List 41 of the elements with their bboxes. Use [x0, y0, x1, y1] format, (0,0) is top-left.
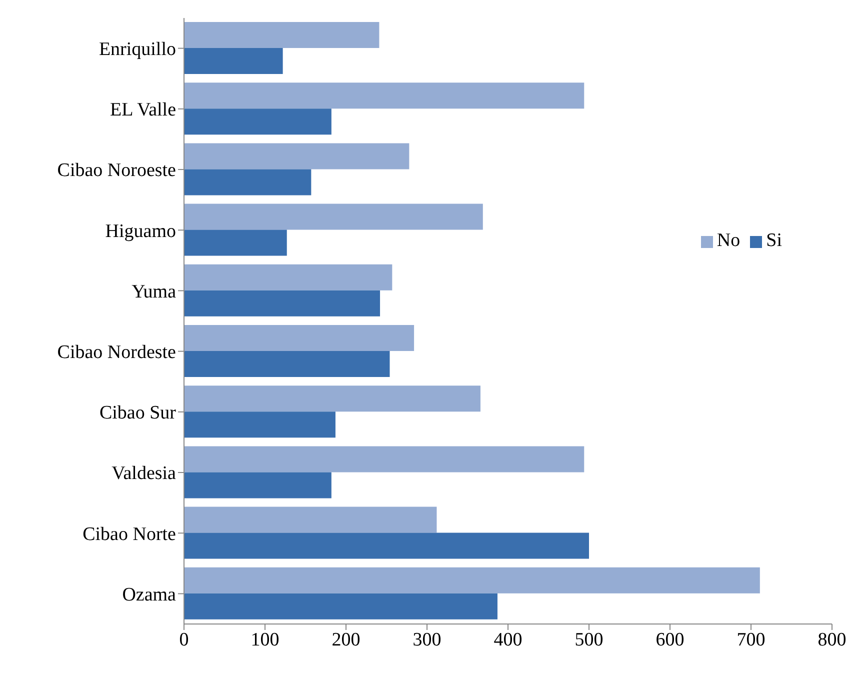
bar: [184, 143, 410, 170]
bar: [184, 22, 380, 48]
bar: [184, 506, 437, 533]
bar: [184, 446, 584, 472]
bar: [184, 108, 332, 135]
x-tick-label: 800: [818, 629, 846, 650]
y-tick-label: Enriquillo: [98, 39, 176, 60]
bar: [184, 593, 498, 620]
y-tick-label: Higuamo: [105, 220, 176, 242]
y-tick-label: Cibao Sur: [99, 402, 177, 424]
y-tick-label: Yuma: [132, 281, 177, 302]
bar: [184, 48, 283, 74]
bar: [184, 325, 414, 351]
bar: [184, 82, 584, 109]
x-tick-label: 0: [179, 629, 189, 650]
legend-label: Si: [766, 230, 782, 251]
x-tick-label: 200: [332, 629, 360, 650]
bar: [184, 204, 483, 230]
bar: [184, 386, 480, 412]
x-tick-label: 100: [250, 629, 280, 650]
y-tick-label: Cibao Nordeste: [57, 342, 176, 364]
legend-label: No: [716, 230, 740, 251]
bar: [184, 567, 760, 594]
bar: [184, 532, 589, 559]
y-tick-label: Cibao Norte: [82, 524, 176, 545]
y-tick-label: Ozama: [122, 584, 177, 606]
y-tick-label: Cibao Noroeste: [57, 160, 176, 182]
bar: [184, 230, 287, 256]
bar: [184, 169, 312, 196]
bar: [184, 351, 390, 377]
x-tick-label: 400: [494, 629, 522, 650]
y-tick-label: EL Valle: [110, 100, 176, 121]
x-tick-label: 300: [412, 629, 442, 650]
y-tick-label: Valdesia: [112, 463, 177, 484]
bar: [184, 290, 380, 316]
x-tick-label: 500: [574, 629, 604, 650]
bar: [184, 472, 332, 498]
x-tick-label: 600: [656, 629, 684, 650]
bar: [184, 264, 392, 290]
bar: [184, 412, 336, 438]
x-tick-label: 700: [736, 629, 766, 650]
